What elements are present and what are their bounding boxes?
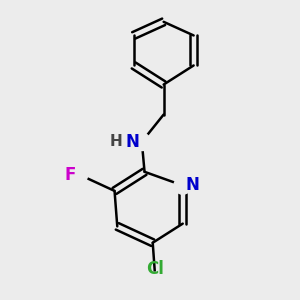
Text: N: N (185, 176, 199, 194)
Text: H: H (110, 134, 123, 149)
Text: F: F (65, 166, 76, 184)
Circle shape (174, 177, 191, 194)
Text: N: N (125, 133, 139, 151)
Circle shape (147, 272, 164, 290)
Text: Cl: Cl (146, 260, 164, 278)
Circle shape (70, 166, 88, 183)
Circle shape (133, 133, 151, 151)
